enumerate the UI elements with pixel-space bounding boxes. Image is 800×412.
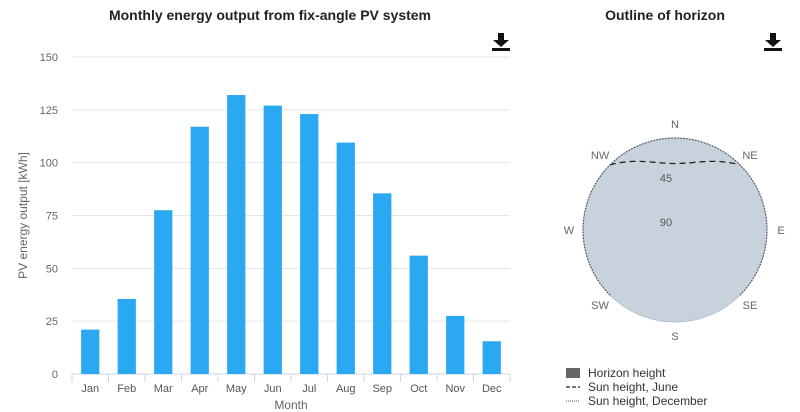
direction-label-s: S bbox=[671, 331, 678, 343]
bar-jan bbox=[81, 329, 100, 374]
horizon-polar-svg: N NE E SE S SW W NW 45 90 bbox=[564, 119, 785, 343]
bar-jul bbox=[300, 114, 319, 374]
horizon-legend: Horizon height Sun height, June Sun heig… bbox=[566, 366, 707, 408]
x-tick-label: Aug bbox=[336, 383, 356, 395]
bar-may bbox=[227, 95, 246, 374]
x-tick-label: Dec bbox=[482, 383, 502, 395]
x-tick-label: Nov bbox=[445, 383, 465, 395]
legend-sun-december[interactable]: Sun height, December bbox=[566, 394, 707, 408]
radial-label-90: 90 bbox=[660, 217, 672, 229]
x-tick-label: Apr bbox=[191, 383, 208, 395]
download-icon bbox=[764, 33, 782, 51]
x-tick-label: Oct bbox=[410, 383, 427, 395]
radial-label-45: 45 bbox=[660, 173, 672, 185]
y-tick-label: 150 bbox=[40, 52, 58, 64]
bar-feb bbox=[117, 298, 136, 374]
dotted-line-swatch bbox=[566, 400, 580, 402]
direction-label-sw: SW bbox=[591, 300, 609, 312]
bar-mar bbox=[154, 210, 173, 374]
y-tick-label: 0 bbox=[52, 369, 58, 381]
bar-dec bbox=[482, 341, 501, 374]
direction-label-se: SE bbox=[743, 300, 758, 312]
y-tick-label: 100 bbox=[40, 158, 58, 170]
direction-label-w: W bbox=[564, 225, 575, 237]
bar-nov bbox=[446, 315, 465, 374]
x-tick-label: Jun bbox=[264, 383, 282, 395]
x-tick-label: Jan bbox=[81, 383, 99, 395]
horizon-panel: Outline of horizon N NE E SE S SW W NW 45 90 Hori… bbox=[540, 0, 800, 412]
legend-label: Horizon height bbox=[588, 366, 666, 380]
bar-chart-title: Monthly energy output from fix-angle PV … bbox=[108, 7, 432, 23]
direction-label-nw: NW bbox=[591, 150, 610, 162]
june-sun-path bbox=[609, 160, 741, 166]
december-sun-path bbox=[582, 137, 768, 296]
x-tick-label: May bbox=[226, 383, 247, 395]
bar-sep bbox=[373, 193, 392, 374]
direction-label-n: N bbox=[671, 119, 679, 131]
x-tick-label: Mar bbox=[154, 383, 173, 395]
y-axis-title: PV energy output [kWh] bbox=[16, 152, 30, 279]
horizon-swatch bbox=[566, 368, 580, 378]
bar-chart-panel: Monthly energy output from fix-angle PV … bbox=[16, 7, 511, 412]
legend-label: Sun height, December bbox=[588, 394, 708, 408]
legend-sun-june[interactable]: Sun height, June bbox=[566, 380, 707, 394]
bar-oct bbox=[409, 255, 428, 374]
horizon-title: Outline of horizon bbox=[605, 7, 725, 23]
y-tick-label: 125 bbox=[40, 105, 58, 117]
x-axis-title: Month bbox=[274, 398, 307, 412]
y-tick-label: 75 bbox=[46, 211, 58, 223]
bar-aug bbox=[336, 142, 355, 374]
dashed-line-swatch bbox=[566, 386, 580, 388]
bar-jun bbox=[263, 105, 282, 375]
bar-apr bbox=[190, 126, 209, 375]
direction-label-ne: NE bbox=[742, 150, 757, 162]
horizon-disc bbox=[582, 137, 768, 323]
direction-label-e: E bbox=[777, 225, 784, 237]
x-tick-label: Feb bbox=[117, 383, 136, 395]
y-tick-label: 25 bbox=[46, 316, 58, 328]
bar-chart-download-button[interactable] bbox=[491, 31, 511, 51]
horizon-download-button[interactable] bbox=[763, 31, 783, 51]
download-icon bbox=[492, 33, 510, 51]
x-tick-label: Jul bbox=[302, 383, 316, 395]
legend-label: Sun height, June bbox=[588, 380, 679, 394]
bar-chart-svg: 0 25 50 75 100 125 150 Jan Feb Mar Apr May Jun Jul Aug… bbox=[16, 52, 511, 412]
legend-horizon-height[interactable]: Horizon height bbox=[566, 366, 707, 380]
y-tick-label: 50 bbox=[46, 263, 58, 275]
x-tick-label: Sep bbox=[372, 383, 392, 395]
